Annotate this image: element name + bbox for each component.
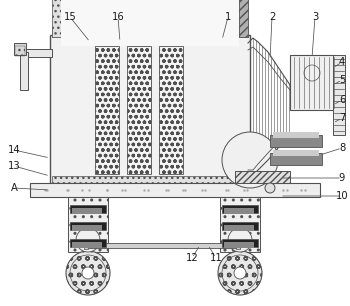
- Text: 4: 4: [339, 57, 345, 67]
- Text: 16: 16: [112, 12, 124, 22]
- Bar: [52, 176, 248, 185]
- Text: 5: 5: [339, 75, 345, 85]
- Bar: [239, 0, 248, 37]
- Bar: [50, 35, 250, 185]
- Bar: [270, 153, 322, 165]
- Circle shape: [234, 267, 246, 279]
- Bar: [127, 46, 151, 174]
- Bar: [20, 49, 52, 57]
- Text: 9: 9: [339, 173, 345, 183]
- Bar: [159, 46, 183, 174]
- Bar: [290, 55, 335, 110]
- Bar: [84, 244, 88, 249]
- Bar: [333, 55, 345, 135]
- Text: 13: 13: [8, 161, 20, 171]
- Bar: [222, 205, 258, 213]
- Text: 7: 7: [339, 113, 345, 123]
- Circle shape: [228, 228, 252, 252]
- Bar: [52, 28, 248, 37]
- Bar: [70, 222, 106, 230]
- Bar: [70, 239, 106, 247]
- Bar: [52, 0, 61, 37]
- Circle shape: [265, 183, 275, 193]
- Bar: [72, 242, 102, 248]
- Bar: [273, 150, 319, 156]
- Text: 2: 2: [269, 12, 275, 22]
- Text: 10: 10: [336, 191, 348, 201]
- Bar: [14, 43, 26, 55]
- Bar: [222, 222, 258, 230]
- Bar: [15, 46, 25, 56]
- Bar: [239, 0, 248, 37]
- Circle shape: [82, 267, 94, 279]
- Text: 11: 11: [210, 253, 222, 263]
- Circle shape: [76, 228, 100, 252]
- Text: 6: 6: [339, 95, 345, 105]
- Bar: [270, 135, 322, 147]
- Bar: [20, 52, 28, 90]
- Text: 8: 8: [339, 143, 345, 153]
- Text: 14: 14: [8, 145, 20, 155]
- Bar: [220, 197, 260, 252]
- Text: A: A: [10, 183, 18, 193]
- Text: 1: 1: [225, 12, 231, 22]
- Bar: [222, 239, 258, 247]
- Bar: [70, 205, 106, 213]
- Circle shape: [218, 251, 262, 295]
- Bar: [68, 197, 108, 252]
- Text: 3: 3: [312, 12, 318, 22]
- Bar: [235, 171, 290, 183]
- Bar: [72, 225, 102, 231]
- Bar: [224, 225, 254, 231]
- Bar: [224, 242, 254, 248]
- Text: 15: 15: [64, 12, 76, 22]
- Bar: [273, 132, 319, 138]
- Bar: [72, 208, 102, 214]
- Bar: [61, 0, 239, 46]
- Text: 12: 12: [186, 253, 198, 263]
- Circle shape: [66, 251, 110, 295]
- Bar: [88, 243, 240, 248]
- Bar: [30, 183, 320, 197]
- Bar: [236, 244, 240, 249]
- Bar: [95, 46, 119, 174]
- Bar: [224, 208, 254, 214]
- Circle shape: [222, 132, 278, 188]
